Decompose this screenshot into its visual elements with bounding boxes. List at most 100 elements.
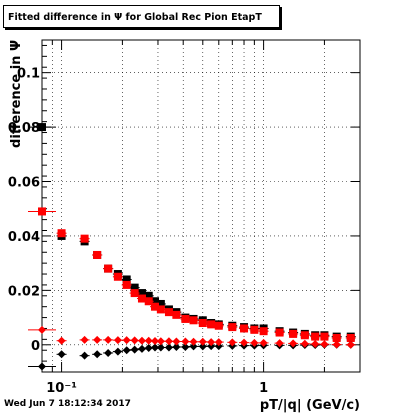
data-point-diamond xyxy=(214,338,223,347)
data-point-diamond xyxy=(130,345,139,354)
data-point-square xyxy=(300,331,309,340)
data-point-diamond xyxy=(198,342,207,351)
data-point-diamond xyxy=(113,336,122,345)
data-point-diamond xyxy=(250,338,259,347)
data-point-diamond xyxy=(150,343,159,352)
data-point-diamond xyxy=(181,342,190,351)
data-point-square xyxy=(137,289,146,298)
data-point-square xyxy=(38,123,46,132)
data-point-square xyxy=(164,308,173,317)
data-point-diamond xyxy=(130,336,139,345)
data-point-square xyxy=(57,229,66,238)
data-point-square xyxy=(250,325,259,334)
data-point-square xyxy=(181,314,190,323)
data-point-diamond xyxy=(137,336,146,345)
data-point-diamond xyxy=(122,336,131,345)
data-point-square xyxy=(130,283,139,292)
chart-title: Fitted difference in Ψ for Global Rec Pi… xyxy=(3,5,280,28)
data-point-diamond xyxy=(189,342,198,351)
data-point-diamond xyxy=(332,340,341,349)
data-point-diamond xyxy=(156,343,165,352)
tick-labels: 0 0.02 0.04 0.06 0.08 0.1 10⁻¹ 1 xyxy=(8,67,268,396)
data-point-square xyxy=(289,329,298,338)
data-point-diamond xyxy=(113,347,122,356)
data-point-square xyxy=(122,280,131,289)
data-point-diamond xyxy=(156,337,165,346)
data-point-diamond xyxy=(289,339,298,348)
data-markers xyxy=(28,123,356,371)
data-point-square xyxy=(93,250,102,259)
data-point-diamond xyxy=(93,350,102,359)
data-point-diamond xyxy=(311,339,320,348)
data-point-square xyxy=(240,324,249,333)
y-axis-label: difference in Ψ xyxy=(9,40,24,148)
y-tick-label: 0.02 xyxy=(8,284,40,299)
data-point-diamond xyxy=(104,335,113,344)
data-point-diamond xyxy=(259,338,268,347)
data-point-square xyxy=(275,328,284,337)
data-point-square xyxy=(144,297,153,306)
data-point-square xyxy=(346,333,355,342)
data-point-diamond xyxy=(80,335,89,344)
data-point-square xyxy=(198,319,207,328)
data-point-diamond xyxy=(207,338,216,347)
data-point-square xyxy=(320,332,329,341)
data-point-square xyxy=(207,320,216,329)
data-point-square xyxy=(150,297,159,306)
y-tick-label: 0 xyxy=(31,339,40,354)
data-point-square xyxy=(156,305,165,314)
data-point-diamond xyxy=(164,337,173,346)
data-point-diamond xyxy=(104,348,113,357)
y-tick-label: 0.06 xyxy=(8,176,40,191)
data-point-diamond xyxy=(80,351,89,360)
data-point-diamond xyxy=(38,325,46,334)
data-point-diamond xyxy=(172,342,181,351)
data-point-square xyxy=(104,264,113,273)
data-point-square xyxy=(137,294,146,303)
y-tick-label: 0.04 xyxy=(8,230,40,245)
data-point-diamond xyxy=(346,340,355,349)
data-point-diamond xyxy=(214,342,223,351)
data-point-diamond xyxy=(164,343,173,352)
data-point-square xyxy=(172,310,181,319)
data-point-square xyxy=(122,275,131,284)
data-point-square xyxy=(80,234,89,243)
data-point-diamond xyxy=(189,337,198,346)
data-point-diamond xyxy=(300,339,309,348)
plot-frame xyxy=(41,39,361,373)
data-point-square xyxy=(130,289,139,298)
data-point-square xyxy=(144,291,153,300)
data-point-square xyxy=(150,302,159,311)
data-point-diamond xyxy=(38,362,46,371)
data-point-diamond xyxy=(275,339,284,348)
data-point-diamond xyxy=(144,336,153,345)
data-point-square xyxy=(311,332,320,341)
data-point-diamond xyxy=(198,337,207,346)
data-point-diamond xyxy=(320,340,329,349)
data-point-square xyxy=(189,316,198,325)
data-point-square xyxy=(259,327,268,336)
timestamp: Wed Jun 7 18:12:34 2017 xyxy=(4,399,131,409)
data-point-diamond xyxy=(144,344,153,353)
data-point-square xyxy=(38,207,46,216)
data-point-diamond xyxy=(137,344,146,353)
data-point-square xyxy=(113,272,122,281)
data-point-diamond xyxy=(240,338,249,347)
data-point-diamond xyxy=(172,337,181,346)
data-point-diamond xyxy=(57,350,66,359)
data-point-diamond xyxy=(181,337,190,346)
x-axis-label: pT/|q| (GeV/c) xyxy=(260,398,360,413)
data-point-diamond xyxy=(150,336,159,345)
y-tick-label: 0.1 xyxy=(17,67,40,82)
x-tick-label: 1 xyxy=(259,381,268,396)
data-point-square xyxy=(332,333,341,342)
data-point-square xyxy=(228,323,237,332)
data-point-diamond xyxy=(57,336,66,345)
data-point-diamond xyxy=(207,342,216,351)
y-tick-label: 0.08 xyxy=(8,121,40,136)
data-point-diamond xyxy=(122,346,131,355)
data-point-diamond xyxy=(228,338,237,347)
x-tick-label: 10⁻¹ xyxy=(46,381,77,396)
data-point-square xyxy=(214,321,223,330)
